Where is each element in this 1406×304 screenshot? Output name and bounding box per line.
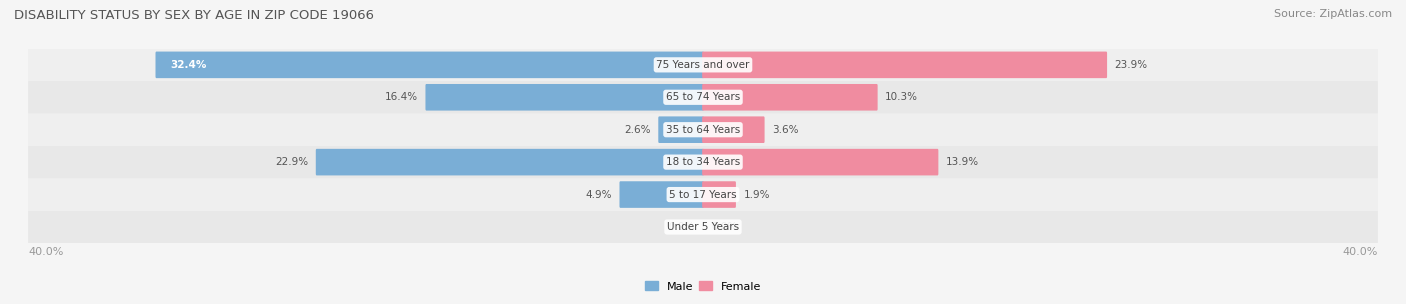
FancyBboxPatch shape [702, 116, 765, 143]
Text: 18 to 34 Years: 18 to 34 Years [666, 157, 740, 167]
Text: 22.9%: 22.9% [276, 157, 308, 167]
Text: 0.0%: 0.0% [668, 222, 695, 232]
Text: 5 to 17 Years: 5 to 17 Years [669, 190, 737, 199]
Text: 23.9%: 23.9% [1115, 60, 1147, 70]
Text: 16.4%: 16.4% [385, 92, 418, 102]
FancyBboxPatch shape [28, 178, 1378, 211]
FancyBboxPatch shape [426, 84, 704, 111]
Text: 40.0%: 40.0% [28, 247, 63, 257]
Text: 1.9%: 1.9% [744, 190, 770, 199]
FancyBboxPatch shape [702, 149, 938, 175]
FancyBboxPatch shape [28, 49, 1378, 81]
Text: 13.9%: 13.9% [946, 157, 979, 167]
Text: 32.4%: 32.4% [170, 60, 207, 70]
FancyBboxPatch shape [156, 52, 704, 78]
Text: 2.6%: 2.6% [624, 125, 651, 135]
FancyBboxPatch shape [28, 81, 1378, 113]
Legend: Male, Female: Male, Female [640, 277, 766, 296]
Text: 10.3%: 10.3% [886, 92, 918, 102]
Text: 3.6%: 3.6% [772, 125, 799, 135]
FancyBboxPatch shape [28, 113, 1378, 146]
FancyBboxPatch shape [702, 52, 1107, 78]
FancyBboxPatch shape [28, 146, 1378, 178]
FancyBboxPatch shape [702, 84, 877, 111]
Text: 4.9%: 4.9% [585, 190, 612, 199]
FancyBboxPatch shape [620, 181, 704, 208]
Text: DISABILITY STATUS BY SEX BY AGE IN ZIP CODE 19066: DISABILITY STATUS BY SEX BY AGE IN ZIP C… [14, 9, 374, 22]
Text: Under 5 Years: Under 5 Years [666, 222, 740, 232]
FancyBboxPatch shape [702, 181, 735, 208]
Text: Source: ZipAtlas.com: Source: ZipAtlas.com [1274, 9, 1392, 19]
Text: 75 Years and over: 75 Years and over [657, 60, 749, 70]
Text: 65 to 74 Years: 65 to 74 Years [666, 92, 740, 102]
FancyBboxPatch shape [658, 116, 704, 143]
FancyBboxPatch shape [316, 149, 704, 175]
Text: 0.0%: 0.0% [711, 222, 738, 232]
Text: 40.0%: 40.0% [1343, 247, 1378, 257]
FancyBboxPatch shape [28, 211, 1378, 243]
Text: 35 to 64 Years: 35 to 64 Years [666, 125, 740, 135]
